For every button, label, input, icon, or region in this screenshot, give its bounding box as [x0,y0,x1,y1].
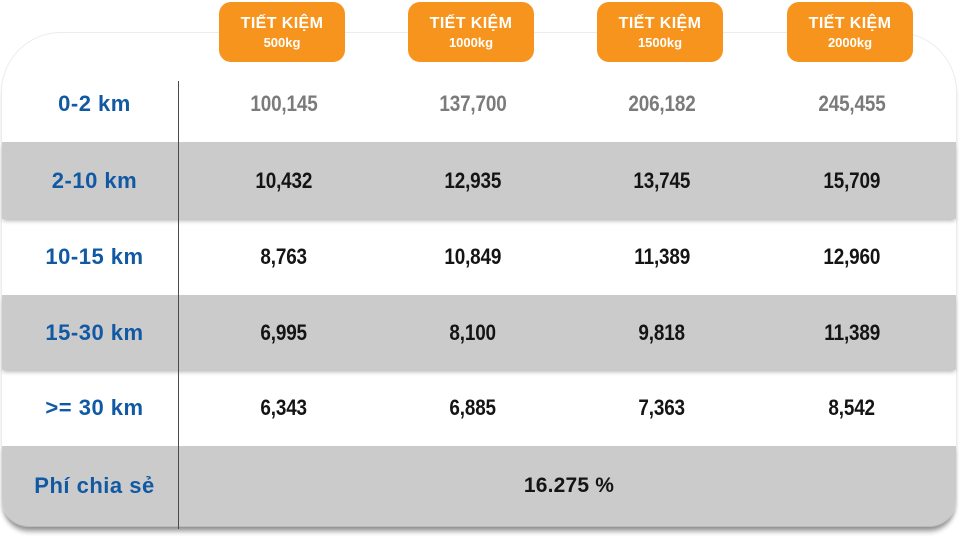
table-row: >= 30 km 6,343 6,885 7,363 8,542 [2,370,956,446]
badge-subtitle: 2000kg [827,34,873,50]
cell-value: 8,763 [260,244,308,269]
table-row: 2-10 km 10,432 12,935 13,745 15,709 [2,142,956,219]
column-header-badge: TIẾT KIỆM 500kg [219,2,345,62]
badge-subtitle: 1500kg [637,34,683,50]
cell-value: 15,709 [823,167,881,193]
badge-title: TIẾT KIỆM [240,15,324,33]
cell-value: 9,818 [638,319,686,345]
table-row: 10-15 km 8,763 10,849 11,389 12,960 [2,219,956,295]
cell-value: 11,389 [824,319,880,345]
badge-title: TIẾT KIỆM [808,15,892,33]
badge-subtitle: 500kg [263,34,301,50]
pricing-card: 0-2 km 100,145 137,700 206,182 245,455 2… [1,32,957,529]
footer-label: Phí chia sẻ [34,473,155,498]
table-row: 0-2 km 100,145 137,700 206,182 245,455 [2,65,956,143]
column-header-badge: TIẾT KIỆM 1000kg [408,2,534,62]
row-label: 2-10 km [51,167,138,193]
row-label: 10-15 km [45,244,144,269]
footer-row: Phí chia sẻ 16.275 % [2,446,956,526]
cell-value: 100,145 [250,91,318,116]
cell-value: 6,995 [260,319,308,345]
cell-value: 11,389 [634,244,690,269]
column-header-badge: TIẾT KIỆM 2000kg [787,2,913,62]
cell-value: 10,849 [444,244,502,269]
row-label: 0-2 km [58,91,131,116]
column-header-badge: TIẾT KIỆM 1500kg [597,2,723,62]
cell-value: 8,100 [449,319,497,345]
badge-title: TIẾT KIỆM [429,15,513,33]
cell-value: 12,935 [444,167,502,193]
cell-value: 6,343 [260,395,308,420]
cell-value: 206,182 [628,91,696,116]
cell-value: 10,432 [255,167,313,193]
footer-value: 16.275 % [523,474,615,497]
table-row: 15-30 km 6,995 8,100 9,818 11,389 [2,295,956,370]
cell-value: 7,363 [638,395,686,420]
cell-value: 245,455 [818,91,886,116]
cell-value: 8,542 [828,395,876,420]
column-divider [177,81,179,529]
cell-value: 137,700 [439,91,507,116]
badge-title: TIẾT KIỆM [618,15,702,33]
cell-value: 12,960 [823,244,881,269]
row-label: 15-30 km [45,319,144,345]
cell-value: 6,885 [449,395,497,420]
row-label: >= 30 km [45,395,144,420]
badge-subtitle: 1000kg [448,34,494,50]
cell-value: 13,745 [633,167,691,193]
